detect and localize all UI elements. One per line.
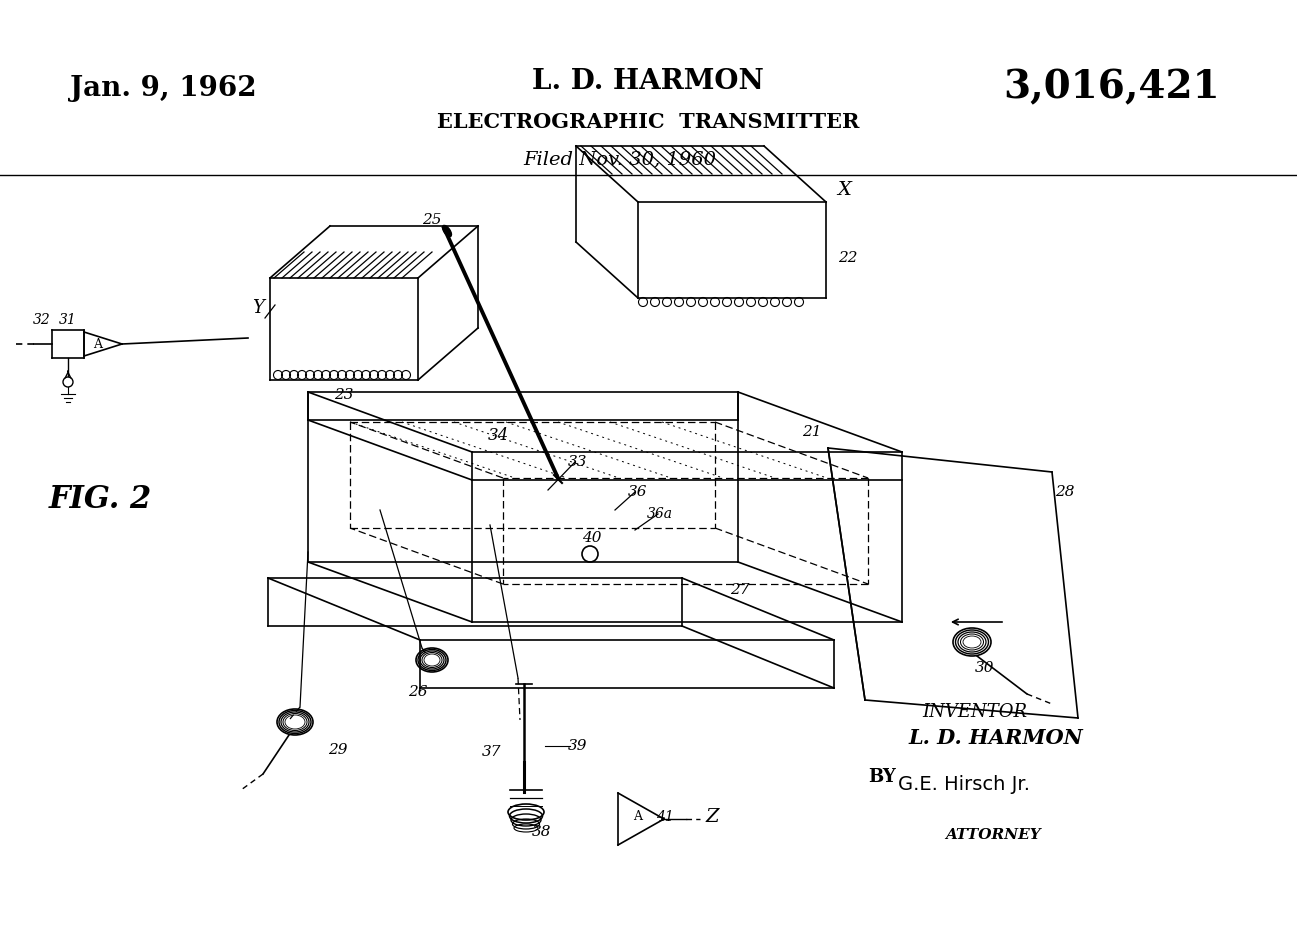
Text: 3,016,421: 3,016,421 xyxy=(1004,68,1220,106)
Text: 27: 27 xyxy=(730,583,750,597)
Text: 29: 29 xyxy=(328,743,348,757)
Text: 28: 28 xyxy=(1056,485,1075,499)
Text: BY: BY xyxy=(868,768,896,786)
Ellipse shape xyxy=(442,225,451,237)
Text: 36a: 36a xyxy=(647,507,673,521)
Text: 25: 25 xyxy=(423,213,442,227)
Text: ATTORNEY: ATTORNEY xyxy=(946,828,1040,842)
Text: ELECTROGRAPHIC  TRANSMITTER: ELECTROGRAPHIC TRANSMITTER xyxy=(437,112,859,132)
Text: G.E. Hirsch Jr.: G.E. Hirsch Jr. xyxy=(898,775,1030,794)
Text: 39: 39 xyxy=(568,739,588,753)
Text: 22: 22 xyxy=(838,251,857,265)
Text: 21: 21 xyxy=(803,425,822,439)
Text: 41: 41 xyxy=(656,810,673,824)
Text: Y: Y xyxy=(252,299,263,317)
Text: Z: Z xyxy=(706,808,719,826)
Text: 30: 30 xyxy=(975,661,995,675)
Text: 37: 37 xyxy=(482,745,502,759)
Text: Jan. 9, 1962: Jan. 9, 1962 xyxy=(70,75,257,102)
Text: 38: 38 xyxy=(532,825,551,839)
Text: 40: 40 xyxy=(582,531,602,545)
Text: L. D. HARMON: L. D. HARMON xyxy=(532,68,764,95)
Text: 32: 32 xyxy=(34,313,51,327)
Text: 34: 34 xyxy=(488,427,508,444)
Text: 31: 31 xyxy=(60,313,77,327)
Text: 33: 33 xyxy=(568,455,588,469)
Text: FIG. 2: FIG. 2 xyxy=(48,484,152,516)
Text: 36: 36 xyxy=(628,485,647,499)
Text: A: A xyxy=(93,337,102,351)
Text: INVENTOR: INVENTOR xyxy=(922,703,1027,721)
Text: 26: 26 xyxy=(409,685,428,699)
Text: Filed Nov. 30, 1960: Filed Nov. 30, 1960 xyxy=(524,150,716,168)
Text: 23: 23 xyxy=(335,388,354,402)
Text: X: X xyxy=(837,181,851,199)
Text: A: A xyxy=(633,810,642,824)
Text: L. D. HARMON: L. D. HARMON xyxy=(908,728,1083,748)
